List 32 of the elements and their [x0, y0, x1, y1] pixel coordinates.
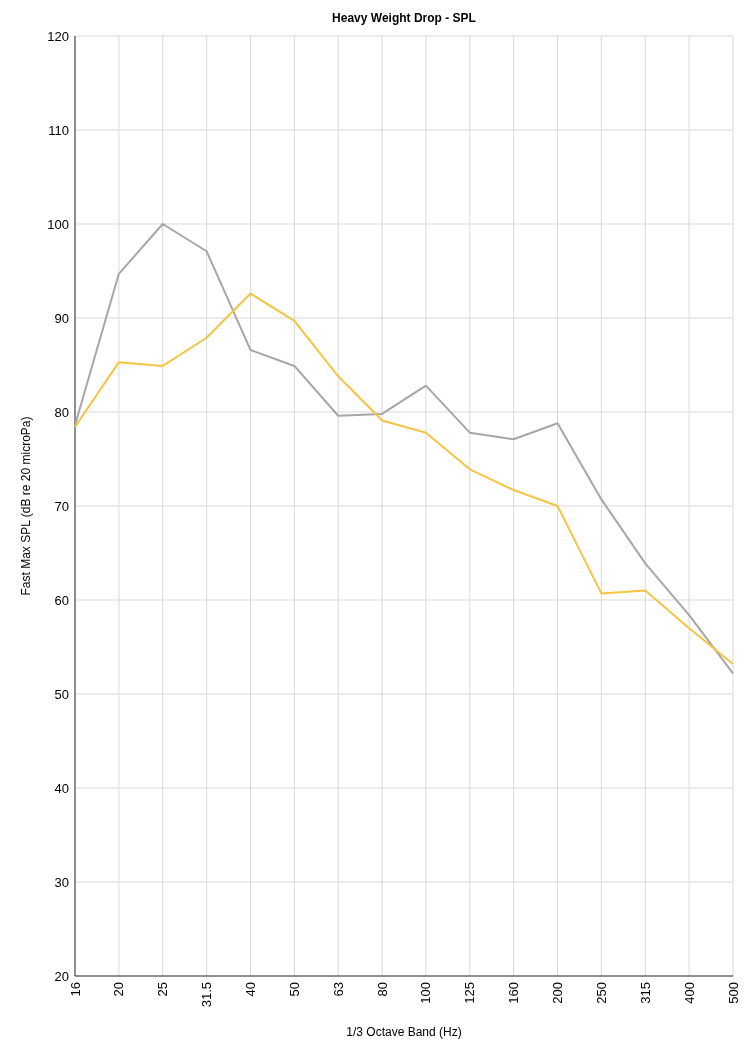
x-tick-label: 100 — [418, 982, 434, 1004]
x-tick-label: 400 — [681, 982, 697, 1004]
x-tick-label: 160 — [506, 982, 522, 1004]
x-tick-label: 63 — [330, 982, 346, 997]
y-tick-label: 110 — [48, 122, 69, 138]
x-tick-label: 16 — [67, 982, 83, 997]
x-tick-label: 40 — [243, 982, 259, 997]
y-tick-label: 120 — [47, 28, 69, 44]
y-tick-label: 90 — [54, 310, 69, 326]
x-tick-label: 20 — [111, 982, 127, 997]
y-tick-label: 50 — [54, 686, 69, 702]
y-tick-label: 70 — [54, 498, 69, 514]
x-axis-title: 1/3 Octave Band (Hz) — [346, 1025, 462, 1039]
line-series — [74, 292, 734, 665]
y-axis-title: Fast Max SPL (dB re 20 microPa) — [19, 416, 33, 596]
x-tick-label: 200 — [550, 982, 566, 1004]
y-tick-label: 30 — [54, 874, 69, 890]
x-tick-label: 25 — [155, 982, 171, 997]
x-tick-label: 315 — [637, 982, 653, 1004]
y-tick-label: 80 — [54, 404, 69, 420]
line-series — [74, 223, 734, 675]
x-tick-label: 31.5 — [199, 982, 215, 1008]
y-tick-label: 40 — [54, 780, 69, 796]
y-tick-label: 20 — [54, 968, 69, 984]
x-tick-label: 80 — [374, 982, 390, 997]
x-tick-label: 250 — [593, 982, 609, 1004]
x-tick-label: 500 — [725, 982, 741, 1004]
chart-title: Heavy Weight Drop - SPL — [332, 11, 476, 25]
y-tick-label: 100 — [47, 216, 69, 232]
x-tick-label: 125 — [462, 982, 478, 1004]
y-tick-label: 60 — [54, 592, 69, 608]
x-tick-label: 50 — [286, 982, 302, 997]
